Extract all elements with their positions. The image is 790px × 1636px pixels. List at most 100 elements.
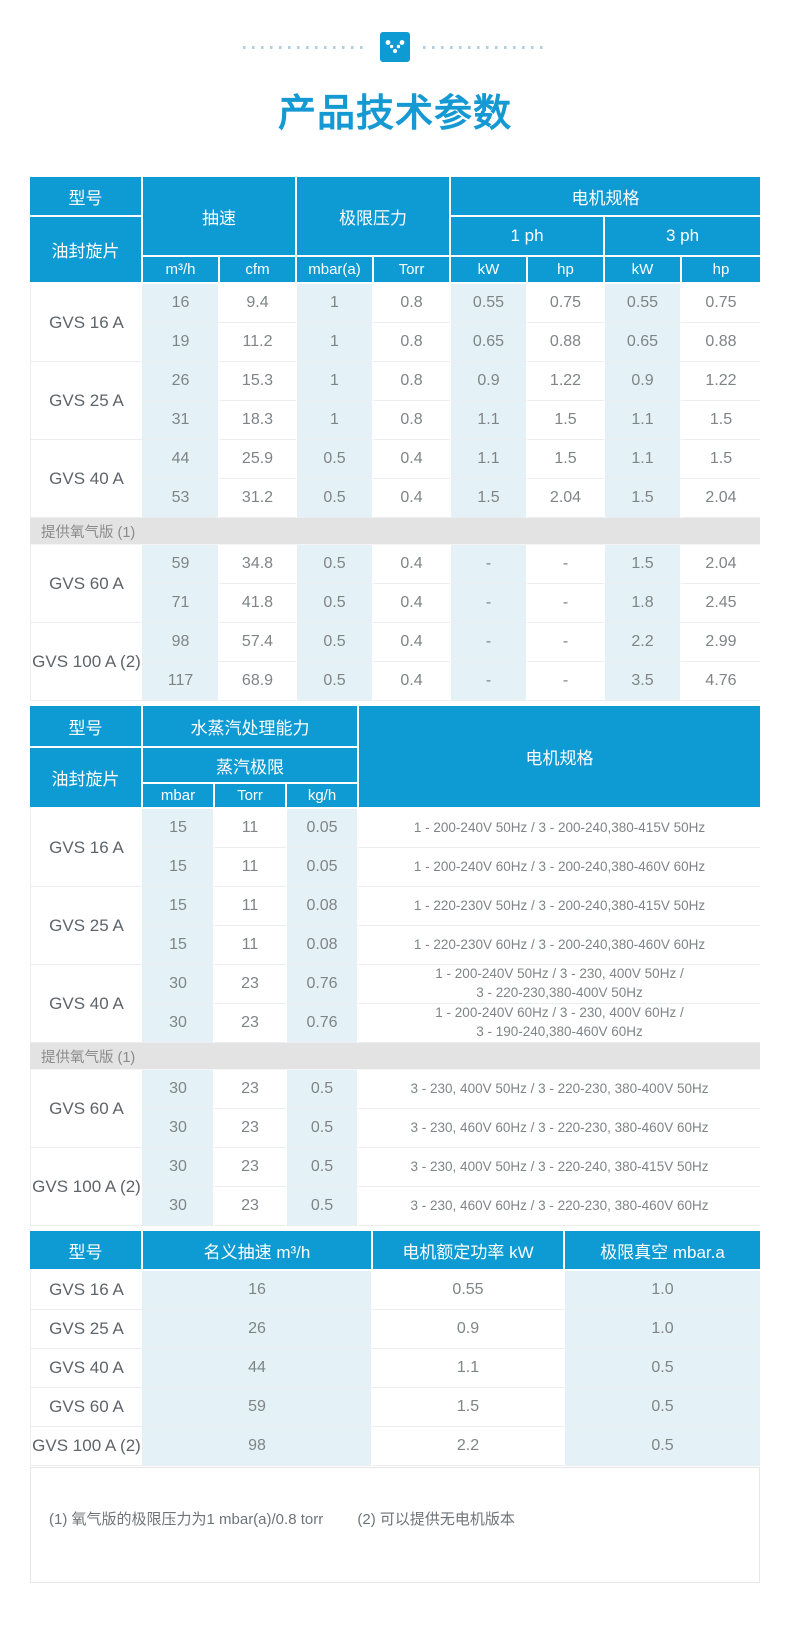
value-cell: 1.1 [451,440,528,479]
value-cell: 26 [143,362,220,401]
col-header-nominal-speed: 名义抽速 m³/h [143,1231,373,1271]
model-cell: GVS 16 A [30,1271,143,1310]
value-cell: 19 [143,323,220,362]
motor-spec-cell: 1 - 220-230V 50Hz / 3 - 200-240,380-415V… [359,887,760,926]
value-cell: 0.75 [682,284,760,323]
value-cell: 71 [143,584,220,623]
value-cell: 1 [297,284,374,323]
table-row: GVS 25 A 26 0.9 1.0 [30,1310,760,1349]
value-cell: 0.8 [374,284,451,323]
value-cell: 0.75 [528,284,605,323]
motor-spec-cell: 1 - 200-240V 60Hz / 3 - 230, 400V 60Hz /… [359,1004,760,1043]
table-row: GVS 60 A 59 1.5 0.5 [30,1388,760,1427]
value-cell: 44 [143,1349,373,1388]
value-cell: 0.55 [451,284,528,323]
value-cell: 1.5 [528,440,605,479]
model-cell: GVS 100 A (2) [30,1427,143,1466]
value-cell: 59 [143,1388,373,1427]
model-cell: GVS 40 A [30,1349,143,1388]
value-cell: 0.65 [605,323,682,362]
spec-tables-container: 型号 抽速 极限压力 电机规格 油封旋片 1 ph 3 ph m³/h cfm … [30,177,760,1583]
value-cell: 23 [215,965,287,1004]
motor-spec-cell: 1 - 200-240V 50Hz / 3 - 230, 400V 50Hz /… [359,965,760,1004]
title-decoration [0,0,790,62]
col-header-model: 型号 [30,706,143,748]
value-cell: 16 [143,284,220,323]
unit-kw-1ph: kW [451,257,528,284]
table-row: GVS 40 A 44 25.9 0.5 0.4 1.1 1.5 1.1 1.5 [30,440,760,518]
dotted-line-left [243,45,367,49]
value-cell: 1.5 [682,440,760,479]
table-row: 71 41.8 0.5 0.4- -1.8 2.45 [30,584,760,623]
unit-kgh: kg/h [287,784,360,809]
value-cell: 0.9 [605,362,682,401]
value-cell: 0.5 [297,479,374,518]
value-cell: 44 [143,440,220,479]
value-cell: 34.8 [220,545,297,584]
value-cell: 0.4 [374,545,451,584]
value-cell: 0.5 [287,1070,360,1109]
oxygen-note-row: 提供氧气版 (1) [30,1043,760,1070]
col-header-oil-sealed-rotary-vane: 油封旋片 [30,217,143,284]
value-cell: 1.5 [605,479,682,518]
value-cell: 1.5 [451,479,528,518]
value-cell: 0.65 [451,323,528,362]
table-row: 53 31.2 0.5 0.4 1.5 2.04 1.5 2.04 [30,479,760,518]
value-cell: 30 [143,1070,215,1109]
motor-spec-cell: 3 - 230, 400V 50Hz / 3 - 220-230, 380-40… [359,1070,760,1109]
motor-spec-cell: 1 - 220-230V 60Hz / 3 - 200-240,380-460V… [359,926,760,965]
table-row: 19 11.2 1 0.8 0.65 0.88 0.65 0.88 [30,323,760,362]
table-row: GVS 40 A 30 23 0.76 1 - 200-240V 50Hz / 3 - … [30,965,760,1043]
model-cell: GVS 100 A (2) [30,623,143,701]
value-cell: - [451,584,528,623]
table-row: GVS 16 A 15 11 0.05 1 - 200-240V 50Hz / 3 - … [30,809,760,887]
value-cell: - [528,623,605,662]
dotted-line-right [423,45,547,49]
value-cell: 1.1 [605,440,682,479]
col-header-rated-power: 电机额定功率 kW [373,1231,565,1271]
value-cell: 59 [143,545,220,584]
motor-spec-cell: 1 - 200-240V 50Hz / 3 - 200-240,380-415V… [359,809,760,848]
unit-m3h: m³/h [143,257,220,284]
value-cell: 2.2 [373,1427,565,1466]
unit-hp-3ph: hp [682,257,760,284]
value-cell: 0.8 [374,323,451,362]
footnote-1: (1) 氧气版的极限压力为1 mbar(a)/0.8 torr [49,1511,324,1528]
model-cell: GVS 16 A [30,809,143,887]
brand-logo-icon [380,32,410,62]
value-cell: 2.99 [682,623,760,662]
value-cell: 30 [143,1148,215,1187]
value-cell: 25.9 [220,440,297,479]
value-cell: - [451,545,528,584]
value-cell: 1 [297,401,374,440]
value-cell: 0.5 [565,1427,760,1466]
value-cell: 15 [143,848,215,887]
value-cell: - [451,662,528,701]
value-cell: 0.9 [373,1310,565,1349]
value-cell: 1.5 [528,401,605,440]
value-cell: - [528,662,605,701]
value-cell: 31 [143,401,220,440]
value-cell: 2.04 [528,479,605,518]
value-cell: 11.2 [220,323,297,362]
table-row: 31 18.3 1 0.8 1.1 1.5 1.1 1.5 [30,401,760,440]
value-cell: 1 [297,362,374,401]
table-row: GVS 25 A 15 11 0.08 1 - 220-230V 50Hz / 3 - … [30,887,760,965]
table-row: 30 23 0.76 1 - 200-240V 60Hz / 3 - 230, 400… [30,1004,760,1043]
unit-hp-1ph: hp [528,257,605,284]
value-cell: 98 [143,1427,373,1466]
value-cell: 23 [215,1187,287,1226]
value-cell: 0.5 [287,1187,360,1226]
oxygen-note-row: 提供氧气版 (1) [30,518,760,545]
col-header-3ph: 3 ph [605,217,760,257]
value-cell: 11 [215,887,287,926]
value-cell: 1.0 [565,1310,760,1349]
model-cell: GVS 25 A [30,362,143,440]
value-cell: 30 [143,1004,215,1043]
table-row: GVS 16 A 16 0.55 1.0 [30,1271,760,1310]
v-dots-icon [385,40,405,54]
value-cell: 2.2 [605,623,682,662]
unit-cfm: cfm [220,257,297,284]
col-header-water-vapor-capacity: 水蒸汽处理能力 [143,706,360,748]
value-cell: 0.5 [297,584,374,623]
